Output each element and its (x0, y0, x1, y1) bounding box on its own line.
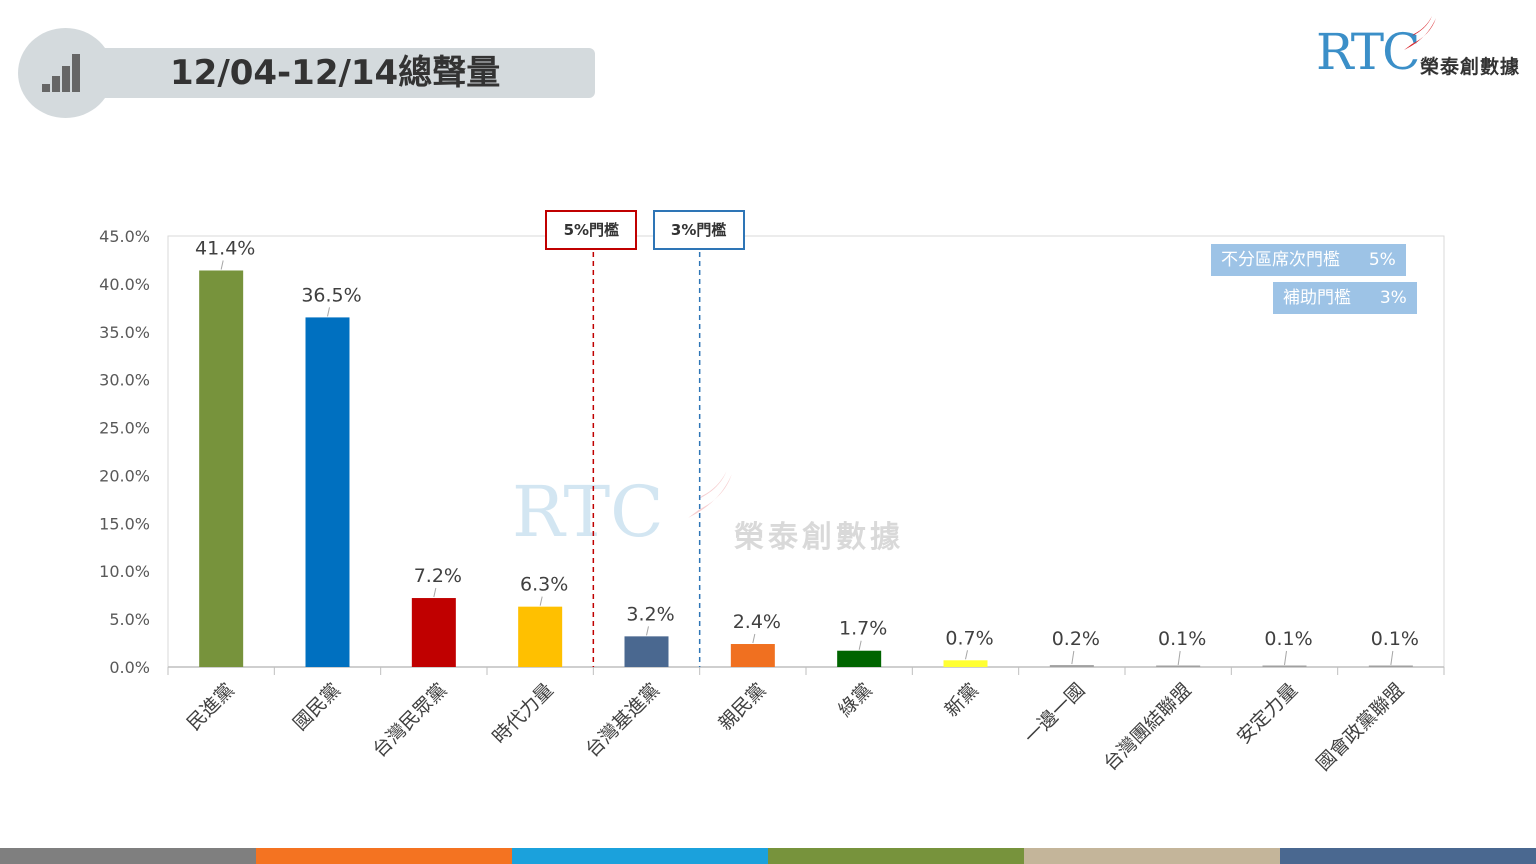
bar (199, 270, 244, 667)
footer-stripe-segment (1024, 848, 1280, 864)
x-category-label: 時代力量 (488, 679, 557, 748)
data-label: 6.3% (520, 574, 568, 596)
footer-stripe-segment (768, 848, 1024, 864)
y-tick-label: 0.0% (109, 658, 150, 677)
data-label-leader (539, 596, 543, 606)
logo-flame-icon (1404, 16, 1436, 50)
legend-subsidy-threshold-value: 3% (1379, 288, 1407, 308)
data-label-leader (965, 650, 968, 660)
data-label-leader (1390, 650, 1394, 666)
x-category-label: 一邊一國 (1020, 679, 1089, 748)
y-tick-label: 20.0% (99, 466, 150, 485)
data-label-leader (1071, 650, 1075, 665)
footer-stripe-segment (0, 848, 256, 864)
y-tick-label: 40.0% (99, 275, 150, 294)
threshold-3-label: 3%門檻 (652, 210, 745, 250)
data-label: 2.4% (733, 611, 781, 633)
threshold-5-label: 5%門檻 (545, 210, 638, 250)
data-label-leader (752, 633, 756, 644)
logo-brand-text: RTC (1316, 23, 1420, 81)
y-tick-label: 45.0% (99, 227, 150, 246)
x-category-label: 親民黨 (714, 679, 770, 735)
x-category-label: 民進黨 (183, 679, 239, 735)
signal-bars-icon (42, 52, 90, 92)
bar (624, 636, 669, 667)
data-label-leader (858, 640, 862, 650)
bar (730, 644, 775, 667)
y-tick-label: 30.0% (99, 371, 150, 390)
data-label: 0.1% (1264, 628, 1312, 650)
data-label: 0.2% (1052, 628, 1100, 650)
x-category-label: 台灣基進黨 (581, 679, 664, 762)
data-label: 0.7% (945, 627, 993, 649)
x-category-label: 台灣團結聯盟 (1100, 679, 1196, 775)
bar (1049, 665, 1094, 667)
legend-subsidy-threshold-label: 補助門檻 (1283, 288, 1351, 308)
y-tick-label: 35.0% (99, 323, 150, 342)
page-title: 12/04-12/14總聲量 (170, 53, 501, 93)
data-label-leader (1177, 650, 1181, 666)
x-category-label: 台灣民眾黨 (369, 679, 452, 762)
footer-stripe-segment (256, 848, 512, 864)
footer-stripe-segment (512, 848, 768, 864)
x-category-label: 綠黨 (834, 679, 876, 721)
bar (1368, 665, 1413, 667)
legend-seat-threshold: 不分區席次門檻 5% (1211, 244, 1406, 276)
data-label: 3.2% (626, 603, 674, 625)
bar (411, 598, 456, 667)
data-label: 7.2% (414, 565, 462, 587)
bar (1156, 665, 1201, 667)
x-category-label: 新黨 (941, 679, 983, 721)
x-category-label: 國民黨 (289, 679, 345, 735)
bar (305, 317, 350, 667)
x-category-label: 國會政黨聯盟 (1312, 679, 1408, 775)
data-label-leader (327, 307, 330, 317)
header-banner: 12/04-12/14總聲量 (18, 28, 596, 118)
bar (1262, 665, 1307, 667)
footer-stripe-segment (1280, 848, 1536, 864)
x-category-label: 安定力量 (1233, 679, 1302, 748)
bar (943, 660, 988, 667)
y-tick-label: 15.0% (99, 514, 150, 533)
header-bar (68, 48, 595, 98)
data-label: 0.1% (1158, 628, 1206, 650)
bar (518, 606, 563, 667)
legend-subsidy-threshold: 補助門檻 3% (1273, 282, 1417, 314)
legend-seat-threshold-label: 不分區席次門檻 (1221, 250, 1340, 270)
legend-seat-threshold-value: 5% (1368, 250, 1396, 270)
y-tick-label: 25.0% (99, 419, 150, 438)
logo-brand-name: 榮泰創數據 (1420, 56, 1521, 78)
y-tick-label: 5.0% (109, 610, 150, 629)
data-label: 36.5% (301, 284, 361, 306)
data-label: 0.1% (1371, 628, 1419, 650)
data-label: 1.7% (839, 618, 887, 640)
data-label-leader (646, 626, 649, 636)
data-label-leader (433, 587, 437, 598)
bar (837, 650, 882, 667)
brand-logo: RTC 榮泰創數據 (1316, 16, 1531, 81)
data-label-leader (220, 260, 224, 270)
footer-stripe (0, 848, 1536, 864)
data-label: 41.4% (195, 237, 255, 259)
data-label-leader (1284, 650, 1287, 666)
y-tick-label: 10.0% (99, 562, 150, 581)
